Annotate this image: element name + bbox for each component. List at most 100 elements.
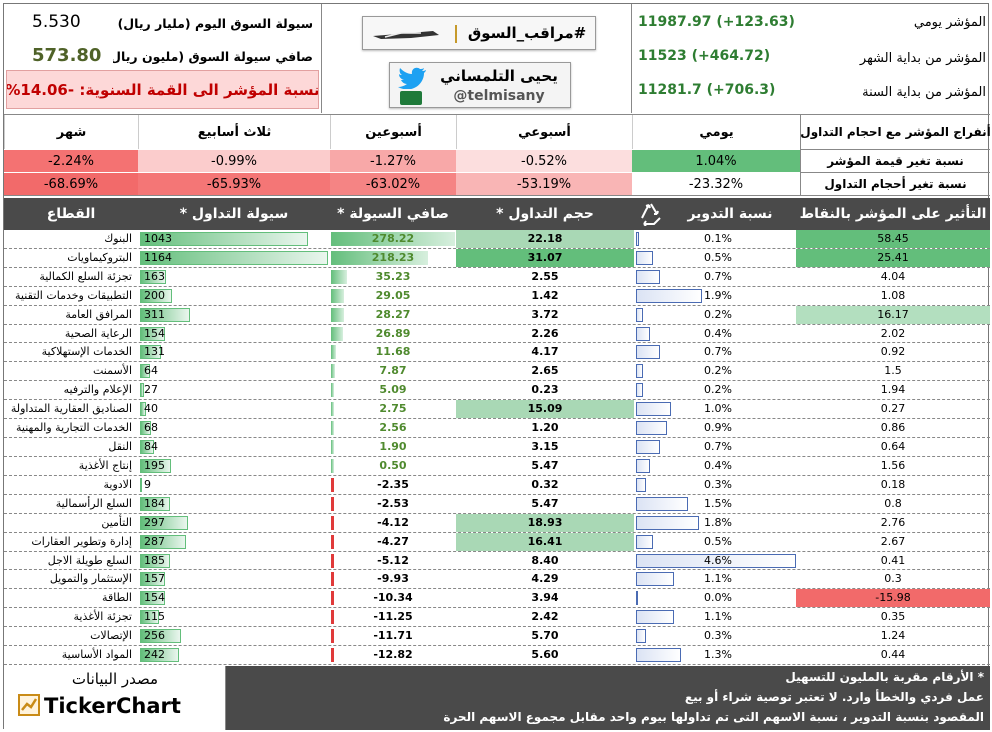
turnover-value: 0.7% <box>704 440 732 454</box>
header-sector: القطاع <box>4 198 138 230</box>
net-liquidity-value: 26.89 <box>375 326 411 340</box>
table-row: 0.8 1.5% 5.47 -2.53 184 السلع الرأسمالية <box>4 495 990 514</box>
volume-value: 5.47 <box>531 458 559 472</box>
net-liquidity-value: -11.25 <box>373 610 413 624</box>
table-row: 16.17 0.2% 3.72 28.27 311 المرافق العامة <box>4 305 990 325</box>
sector-name: التأمين <box>101 515 132 529</box>
net-liquidity-bar <box>331 591 334 606</box>
table-row: 0.44 1.3% 5.60 -12.82 242 المواد الأساسية <box>4 646 990 665</box>
turnover-value: 1.1% <box>704 572 732 586</box>
impact-value: 0.92 <box>880 345 906 359</box>
impact-value: 58.45 <box>796 230 990 248</box>
table-row: 0.64 0.7% 3.15 1.90 84 النقل <box>4 438 990 457</box>
period-table-title: أنفراج المؤشر مع احجام التداول <box>800 115 990 149</box>
turnover-value: 0.0% <box>704 591 732 605</box>
period-value: 1.04% <box>632 149 800 172</box>
volume-value: 4.29 <box>531 572 559 586</box>
sector-table-header: التأثير على المؤشر بالنقاط نسبة التدوير … <box>4 198 990 230</box>
liquidity-bar <box>140 629 182 644</box>
impact-value: 25.41 <box>796 248 990 267</box>
market-watch-banner: #مراقب_السوق <box>362 16 596 50</box>
source-box: مصدر البيانات TickerChart <box>4 666 226 730</box>
turnover-value: 0.2% <box>704 364 732 378</box>
table-row: 25.41 0.5% 31.07 218.23 1164 البتروكيماويات <box>4 248 990 268</box>
turnover-value: 1.8% <box>704 515 732 529</box>
turnover-bar <box>636 629 647 644</box>
liquidity-value: 27 <box>144 383 158 397</box>
table-row: 1.94 0.2% 0.23 5.09 27 الإعلام والترفيه <box>4 381 990 401</box>
turnover-bar <box>636 345 661 360</box>
sector-name: الإتصالات <box>90 629 132 643</box>
flag-icon <box>400 91 422 105</box>
turnover-value: 0.2% <box>704 383 732 397</box>
net-liquidity-value: -2.53 <box>377 496 409 510</box>
turnover-bar <box>636 307 643 322</box>
turnover-bar <box>636 402 671 417</box>
sector-name: إنتاج الأغذية <box>78 458 132 472</box>
turnover-bar <box>636 383 643 398</box>
liquidity-value: 256 <box>144 629 165 643</box>
liquidity-value: 154 <box>144 591 165 605</box>
sector-name: الأسمنت <box>92 364 132 378</box>
brush-stroke-icon <box>373 31 439 39</box>
liquidity-bar <box>140 364 151 379</box>
sector-name: الإستثمار والتمويل <box>49 572 132 586</box>
liquidity-bar <box>140 250 328 265</box>
liquidity-bar <box>140 648 180 663</box>
net-liquidity-bar <box>331 572 334 587</box>
turnover-bar <box>636 496 689 511</box>
period-value: -2.24% <box>4 149 138 172</box>
net-liquidity-bar <box>331 269 347 284</box>
net-liquidity-value: 2.75 <box>379 402 407 416</box>
liquidity-bar <box>140 345 162 360</box>
turnover-value: 0.9% <box>704 421 732 435</box>
volume-value: 3.72 <box>531 307 559 321</box>
period-header-3: ثلاث أسابيع <box>138 115 330 149</box>
liquidity-bar <box>140 515 188 530</box>
liquidity-value: 68 <box>144 421 158 435</box>
liquidity-bar <box>140 440 154 455</box>
notes-box: * الأرقام مقربة بالمليون للتسهيل عمل فرد… <box>226 666 990 730</box>
liquidity-value: 297 <box>144 515 165 529</box>
liquidity-bar <box>140 383 145 398</box>
index-daily-label: المؤشر يومي <box>913 14 986 30</box>
table-row: 1.56 0.4% 5.47 0.50 195 إنتاج الأغذية <box>4 457 990 476</box>
volume-value: 5.60 <box>531 648 559 662</box>
volume-value: 31.07 <box>456 248 634 267</box>
volume-value: 18.93 <box>456 513 634 532</box>
turnover-bar <box>636 421 668 436</box>
impact-value: 2.02 <box>880 326 906 340</box>
turnover-bar <box>636 572 675 587</box>
sector-name: الخدمات الإستهلاكية <box>41 345 132 359</box>
net-liquidity-bar <box>331 610 334 625</box>
sector-name: الصناديق العقارية المتداولة <box>10 402 132 416</box>
sector-name: الخدمات التجارية والمهنية <box>15 421 132 435</box>
net-liquidity-value: -2.35 <box>377 477 409 491</box>
volume-value: 2.26 <box>531 326 559 340</box>
net-liquidity-bar <box>331 288 344 303</box>
net-liquidity-bar <box>331 307 344 322</box>
liquidity-bar <box>140 307 191 322</box>
liquidity-bar <box>140 572 166 587</box>
liquidity-value: 115 <box>144 610 165 624</box>
table-row: 2.67 0.5% 16.41 -4.27 287 إدارة وتطوير العقار… <box>4 532 990 552</box>
net-liquidity-bar <box>331 421 334 436</box>
from-peak-banner: نسبة المؤشر الى القمة السنوية: -14.06% <box>6 70 319 109</box>
table-row: 2.02 0.4% 2.26 26.89 154 الرعاية الصحية <box>4 325 990 344</box>
table-row: 0.18 0.3% 0.32 -2.35 9 الادوية <box>4 476 990 495</box>
net-liquidity-bar <box>331 553 334 568</box>
turnover-bar <box>636 326 650 341</box>
source-label: مصدر البيانات <box>71 670 159 688</box>
net-liquidity-value: 2.56 <box>379 421 407 435</box>
liquidity-value: 64 <box>144 364 158 378</box>
turnover-bar <box>636 232 640 246</box>
net-liquidity-value: 0.50 <box>379 458 407 472</box>
liquidity-value: 185 <box>144 553 165 567</box>
volume-value: 2.65 <box>531 364 559 378</box>
volume-value: 16.41 <box>456 532 634 551</box>
period-value: -68.69% <box>4 172 138 195</box>
period-value: -23.32% <box>632 172 800 195</box>
volume-value: 8.40 <box>531 553 559 567</box>
liquidity-value: 154 <box>144 326 165 340</box>
header-volume: حجم التداول * <box>456 198 634 230</box>
